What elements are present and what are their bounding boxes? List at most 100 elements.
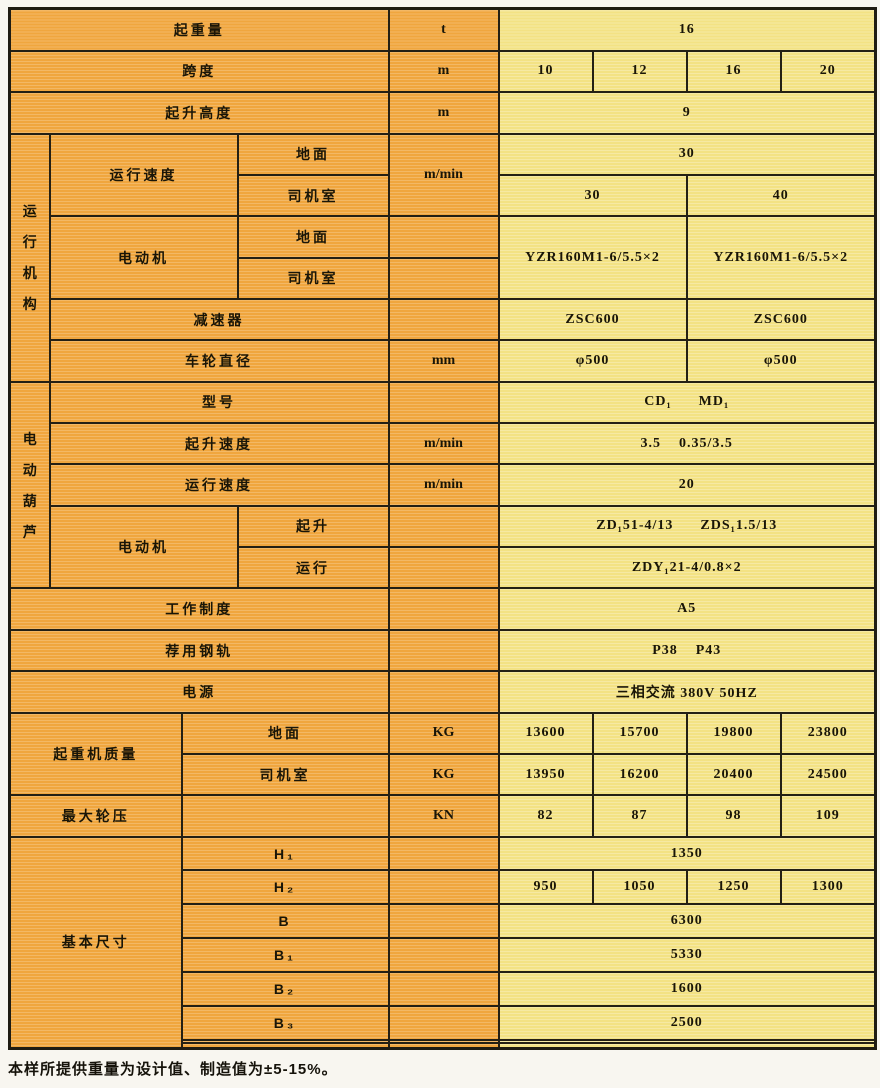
table-row: B 6300 [10, 903, 877, 940]
data-cell: 20 [497, 463, 877, 507]
label-reducer: 减速器 [48, 297, 390, 342]
unit-cell: mm [387, 339, 500, 383]
unit-cell: t [387, 7, 500, 52]
data-cell: 13600 [497, 711, 594, 755]
unit-cell [387, 215, 500, 259]
data-cell: 20400 [685, 752, 782, 797]
unit-cell: KG [387, 711, 500, 755]
group-label-electric-hoist: 电动葫芦 [8, 380, 51, 590]
unit-cell: m/min [387, 132, 500, 218]
data-cell [497, 1042, 877, 1050]
label-recommended-rail: 荐用钢轨 [8, 628, 390, 673]
table-row: 车轮直径 mm φ500 φ500 [10, 339, 877, 383]
data-cell: A5 [497, 587, 877, 631]
data-cell: 20 [779, 49, 877, 94]
data-cell: YZR160M1-6/5.5×2 [685, 215, 877, 300]
table-row: 电动机 地面 YZR160M1-6/5.5×2 YZR160M1-6/5.5×2 [10, 215, 877, 300]
label-cell: H₂ [180, 869, 390, 906]
data-cell: 5330 [497, 937, 877, 974]
label-cell: B₁ [180, 937, 390, 974]
data-cell: 13950 [497, 752, 594, 797]
data-cell: 30 [497, 173, 688, 218]
unit-cell: m [387, 91, 500, 135]
label-cell: B [180, 903, 390, 940]
unit-cell [387, 546, 500, 590]
table-row: 运行 ZDY₁21-4/0.8×2 [10, 546, 877, 590]
data-cell: ZSC600 [497, 297, 688, 342]
data-cell: 三相交流 380V 50HZ [497, 670, 877, 714]
data-cell: 98 [685, 794, 782, 838]
data-cell: 19800 [685, 711, 782, 755]
label-wheel-diameter: 车轮直径 [48, 339, 390, 383]
label-duty-class: 工作制度 [8, 587, 390, 631]
unit-cell [387, 380, 500, 425]
data-cell: 12 [591, 49, 688, 94]
data-cell: 82 [497, 794, 594, 838]
label-cell: B₃ [180, 1004, 390, 1041]
data-cell: ZSC600 [685, 297, 877, 342]
data-cell: 1600 [497, 971, 877, 1007]
footnote: 本样所提供重量为设计值、制造值为±5-15%。 [8, 1061, 338, 1078]
data-cell: 87 [591, 794, 688, 838]
label-cell: 地面 [180, 711, 390, 755]
table-row: B₁ 5330 [10, 937, 877, 974]
table-row: 跨度 m 10 12 16 20 [8, 49, 877, 94]
label-span: 跨度 [8, 49, 390, 94]
table-row: 司机室 KG 13950 16200 20400 24500 [10, 752, 877, 797]
data-cell: 1050 [591, 869, 688, 906]
label-cell: 地面 [236, 215, 390, 259]
data-cell: 24500 [779, 752, 877, 797]
label-hoist-motor: 电动机 [48, 504, 239, 590]
label-lifting-height: 起升高度 [8, 91, 390, 135]
table-row: 运行速度 m/min 20 [10, 463, 877, 507]
label-basic-dimensions: 基本尺寸 [8, 835, 183, 1050]
label-cell: B₂ [180, 971, 390, 1007]
spec-table: 起重量 t 16 跨度 m 10 12 16 20 起升高度 m 9 运行机构运行速度 地面 m/min 30… [8, 7, 877, 1050]
table-row: 电动机 起升 ZD₁51-4/13 ZDS₁1.5/13 [10, 504, 877, 590]
label-lifting-capacity: 起重量 [8, 7, 390, 52]
table-row: 运行机构运行速度 地面 m/min 30 [8, 132, 877, 383]
table-row: 司机室 [10, 256, 876, 300]
unit-cell [387, 869, 500, 906]
unit-cell [387, 937, 500, 974]
data-cell: 16 [497, 7, 877, 52]
data-cell: 950 [497, 869, 594, 906]
table-row: 起重机质量 地面 KG 13600 15700 19800 23800 [8, 711, 877, 797]
unit-cell [387, 670, 500, 714]
unit-cell: m [387, 49, 500, 94]
table-row: 减速器 ZSC600 ZSC600 [10, 297, 877, 342]
table-row: B₃ 2500 [10, 1004, 877, 1041]
label-travel-motor: 电动机 [48, 215, 239, 300]
table-row: 荐用钢轨 P38 P43 [8, 628, 877, 673]
data-cell: 1350 [497, 835, 877, 872]
label-hoist-travel-speed: 运行速度 [48, 463, 390, 507]
data-cell: 15700 [591, 711, 688, 755]
table-row: 电源 三相交流 380V 50HZ [8, 670, 877, 714]
unit-cell [387, 587, 500, 631]
data-cell: 40 [685, 173, 877, 218]
unit-cell [387, 903, 500, 940]
table-row: B₂ 1600 [10, 971, 877, 1007]
data-cell: 1300 [779, 869, 877, 906]
unit-cell [387, 256, 500, 300]
data-cell: 109 [779, 794, 877, 838]
data-cell: YZR160M1-6/5.5×2 [497, 215, 688, 300]
label-cell: 司机室 [180, 752, 390, 797]
data-cell: 10 [497, 49, 594, 94]
data-cell: 3.5 0.35/3.5 [497, 422, 877, 466]
table-row: 电动葫芦型号 CD₁ MD₁ [8, 380, 877, 590]
table-row: H₂ 950 1050 1250 1300 [10, 869, 877, 906]
unit-cell [387, 1004, 500, 1041]
table-row: 起升速度 m/min 3.5 0.35/3.5 [10, 422, 877, 466]
unit-cell [387, 504, 500, 549]
data-cell: 2500 [497, 1004, 877, 1041]
data-cell: 1250 [685, 869, 782, 906]
data-cell: 30 [497, 132, 877, 176]
unit-cell: m/min [387, 422, 500, 466]
unit-cell: m/min [387, 463, 500, 507]
label-power-supply: 电源 [8, 670, 390, 714]
table-row: 起重量 t 16 [8, 7, 877, 52]
unit-cell [387, 297, 500, 342]
label-model: 型号 [48, 380, 390, 425]
